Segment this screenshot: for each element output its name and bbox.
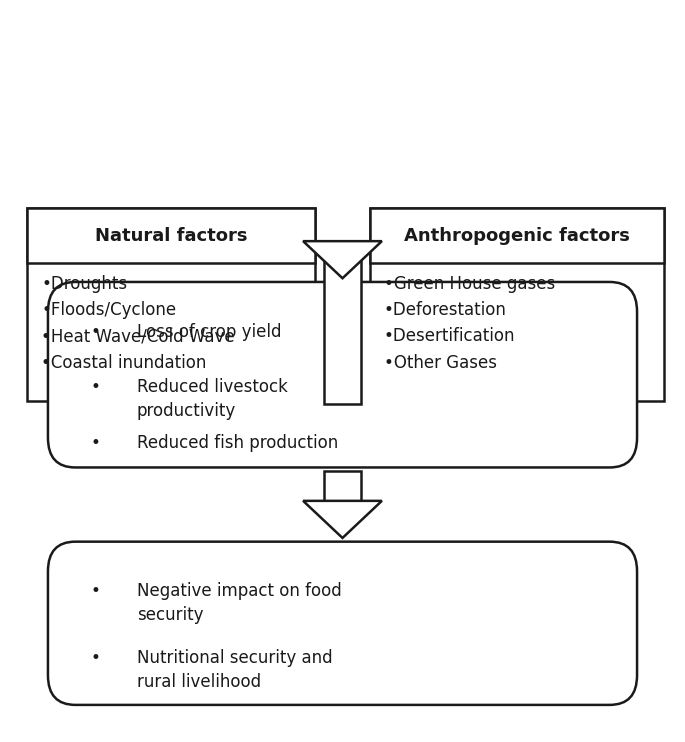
- Text: Natural factors: Natural factors: [95, 226, 247, 245]
- Polygon shape: [303, 241, 382, 278]
- Text: •: •: [91, 582, 101, 600]
- Polygon shape: [303, 501, 382, 538]
- Bar: [370, 208, 664, 401]
- Text: •: •: [91, 649, 101, 667]
- Text: Reduced fish production: Reduced fish production: [137, 434, 338, 452]
- FancyBboxPatch shape: [48, 542, 637, 705]
- Bar: [27, 208, 315, 263]
- Text: •Green House gases
•Deforestation
•Desertification
•Other Gases: •Green House gases •Deforestation •Deser…: [384, 275, 555, 372]
- Bar: [323, 241, 362, 404]
- Bar: [370, 208, 664, 263]
- FancyBboxPatch shape: [48, 282, 637, 467]
- Text: •: •: [91, 434, 101, 452]
- Text: •: •: [91, 378, 101, 396]
- Text: Negative impact on food
security: Negative impact on food security: [137, 582, 342, 624]
- Text: •Droughts
•Floods/Cyclone
•Heat Wave/Cold Wave
•Coastal inundation: •Droughts •Floods/Cyclone •Heat Wave/Col…: [41, 275, 235, 372]
- Bar: [323, 471, 362, 501]
- Bar: [27, 208, 315, 401]
- Text: Nutritional security and
rural livelihood: Nutritional security and rural livelihoo…: [137, 649, 333, 691]
- Text: Anthropogenic factors: Anthropogenic factors: [404, 226, 630, 245]
- Text: •: •: [91, 323, 101, 341]
- Text: Loss of crop yield: Loss of crop yield: [137, 323, 282, 341]
- Text: Reduced livestock
productivity: Reduced livestock productivity: [137, 378, 288, 420]
